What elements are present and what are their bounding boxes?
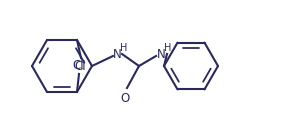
Text: Cl: Cl: [72, 59, 84, 72]
Text: N: N: [156, 48, 165, 61]
Text: N: N: [113, 48, 121, 61]
Text: Cl: Cl: [74, 60, 86, 73]
Text: H: H: [164, 43, 172, 53]
Text: O: O: [120, 92, 130, 105]
Text: H: H: [120, 43, 128, 53]
